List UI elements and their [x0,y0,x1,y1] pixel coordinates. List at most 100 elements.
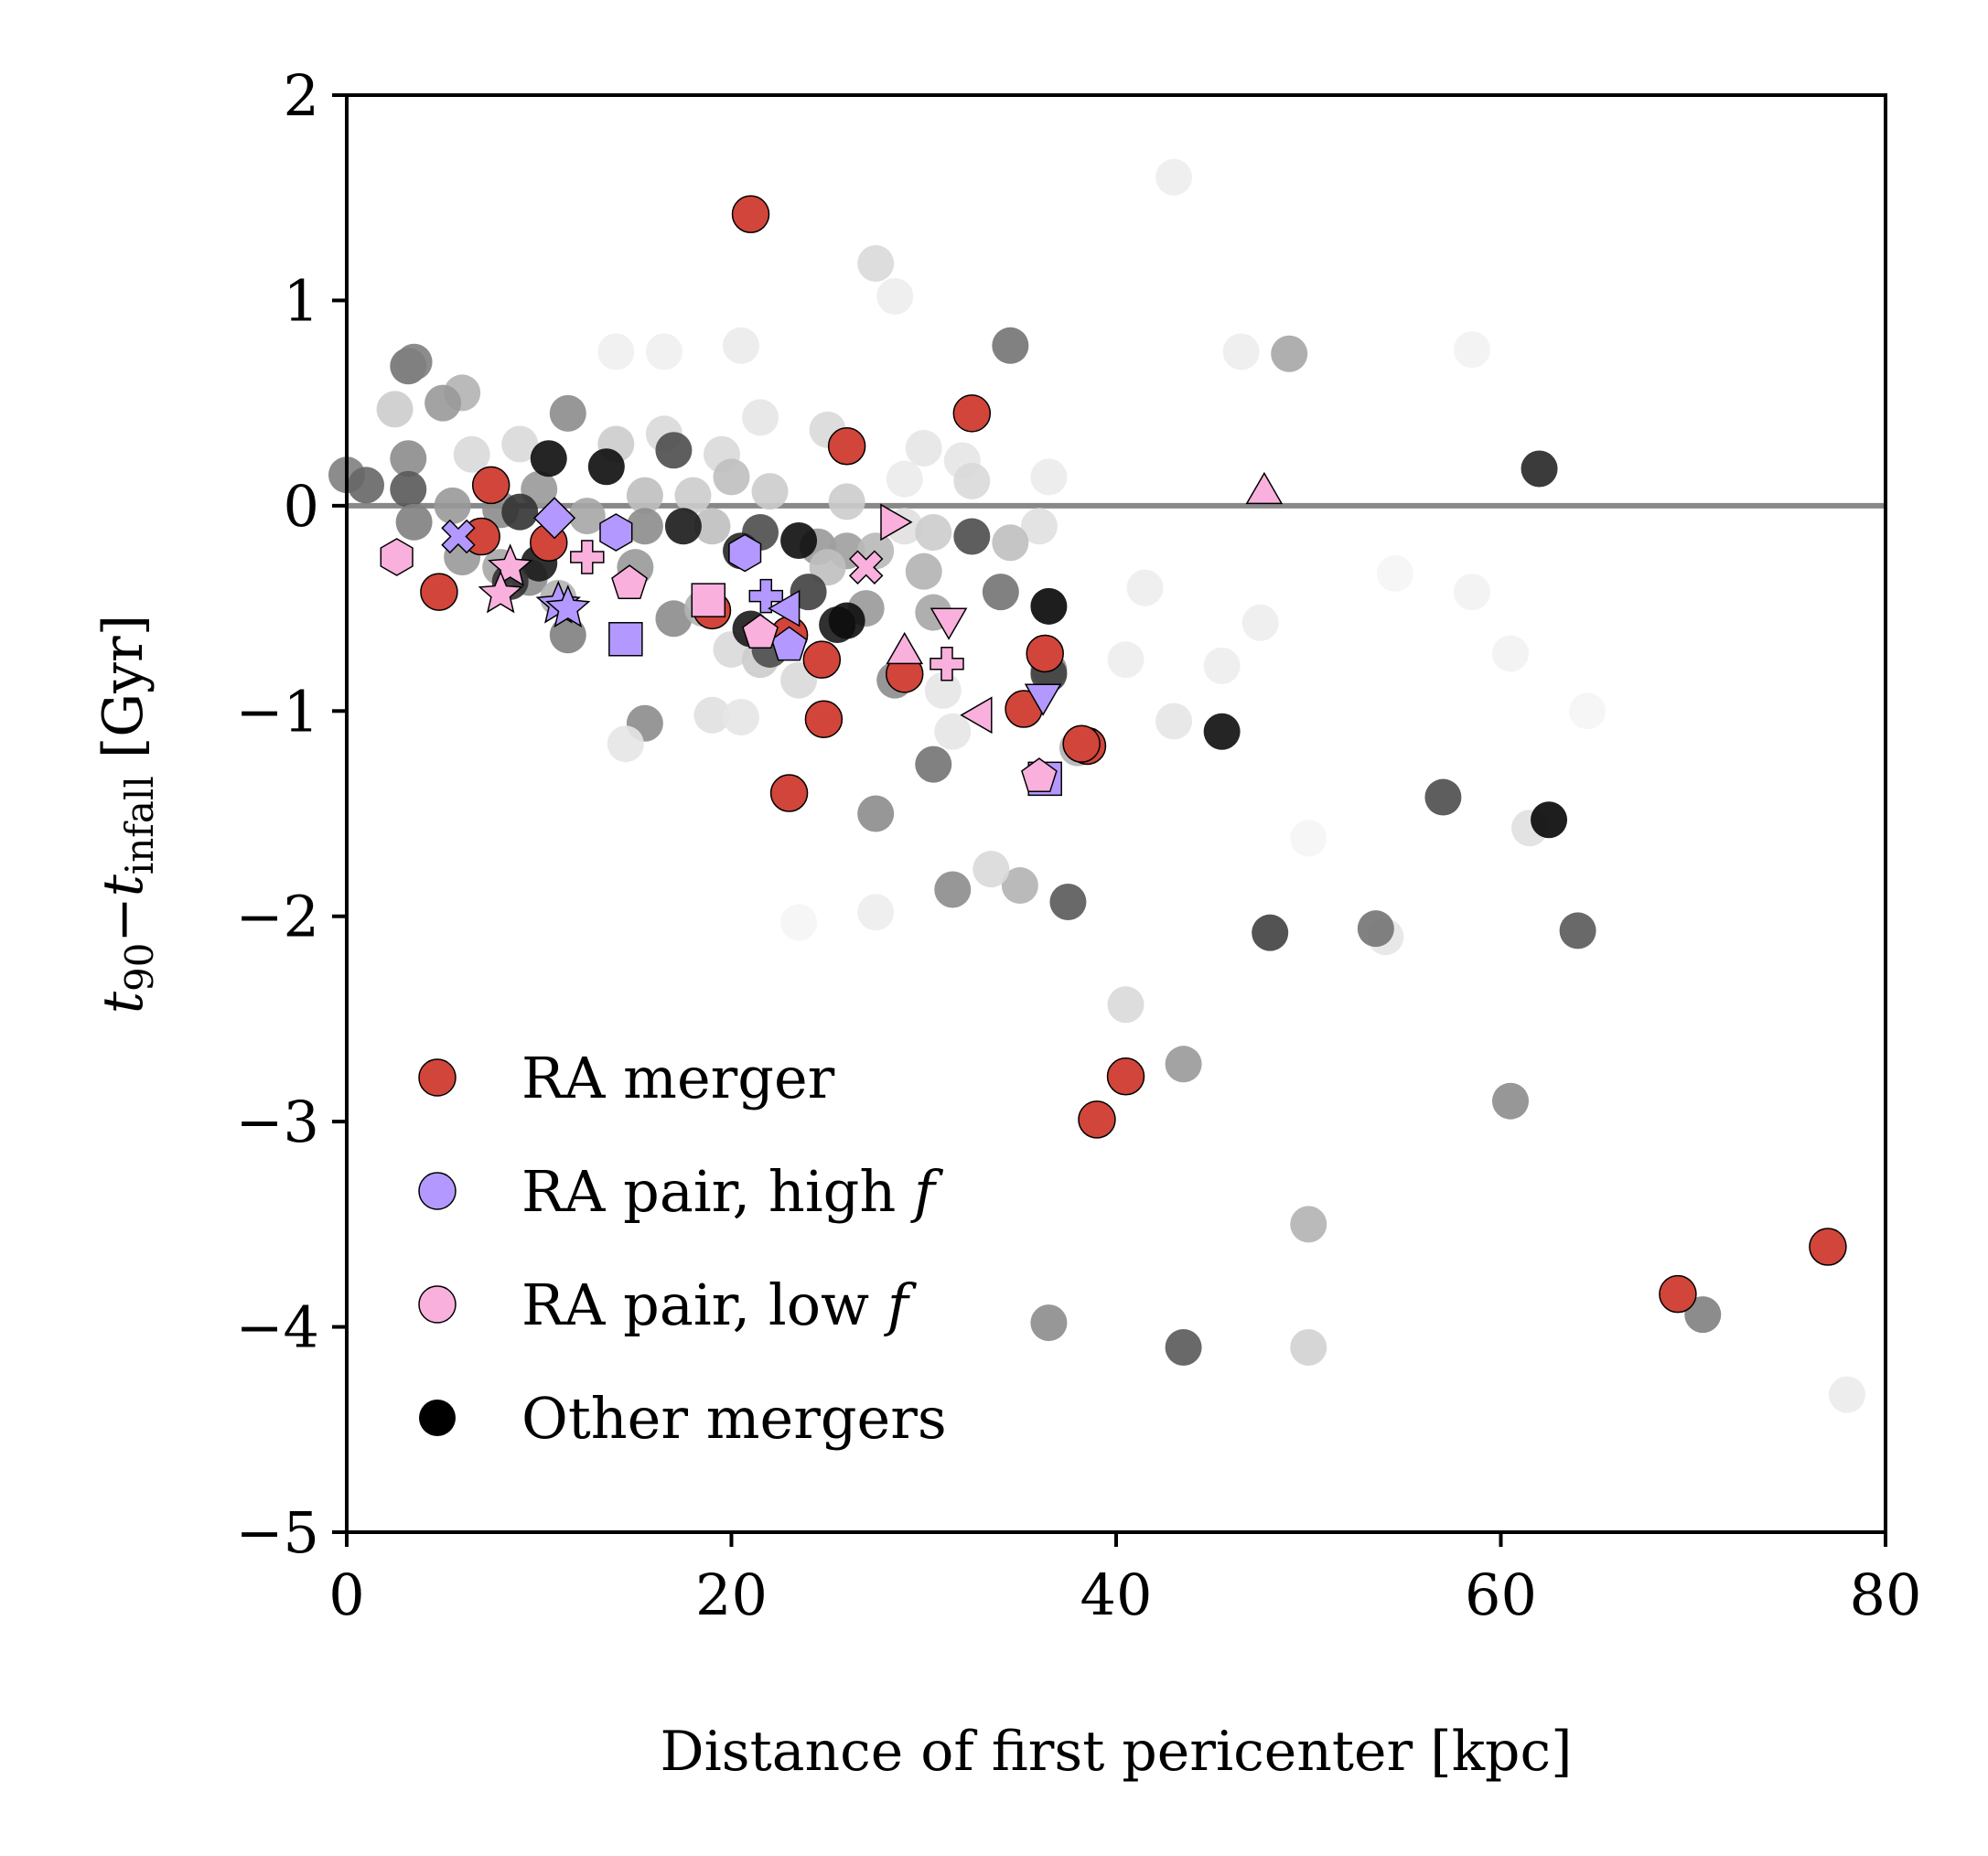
other-merger-point [587,448,625,486]
ra-merger-point [1659,1274,1697,1314]
other-merger-point [953,518,991,555]
background-merger-point [1252,914,1289,951]
background-mergers-layer [328,158,1865,1413]
y-label-t90: t [91,991,156,1014]
background-merger-point [1290,1329,1327,1367]
ra-merger-point [1062,724,1101,763]
legend-marker [418,1285,457,1324]
background-merger-point [1828,1376,1865,1413]
background-merger-point [857,894,895,931]
ra-merger-point [420,573,458,611]
ra-pair-high-f-point [728,533,762,573]
background-merger-point [1290,820,1327,857]
background-merger-point [1049,884,1087,921]
background-merger-point [1155,158,1193,196]
background-merger-point [1559,912,1596,949]
background-merger-point [1453,331,1490,369]
background-merger-point [1020,508,1058,545]
ra-pair-high-f-point [748,578,784,614]
ra-merger-point [804,700,844,739]
background-merger-point [607,725,644,763]
legend-label-text: Other mergers [521,1385,947,1452]
ra-pair-high-f-point [441,519,476,554]
background-merger-point [723,699,760,736]
background-merger-point [809,549,846,586]
y-label-tinfall: t [91,874,156,896]
background-merger-point [645,333,682,370]
legend-label: RA pair, high f [521,1158,944,1225]
background-merger-point [992,327,1029,364]
background-merger-point [1030,458,1068,496]
ra-merger-point [802,640,842,679]
other-merger-point [530,440,567,477]
y-tick-label: −3 [236,1089,319,1155]
ra-merger-point [769,774,809,812]
background-merger-point [1453,574,1490,611]
ra-pair-low-f-point [1245,471,1284,505]
background-merger-point [395,343,433,381]
ra-pair-low-f-point [611,564,648,600]
background-merger-point [568,498,606,535]
background-merger-point [674,477,712,514]
ra-pair-low-f-point [380,538,414,576]
background-merger-point [1222,333,1260,370]
background-merger-point [693,696,731,734]
ra-merger-point [827,427,866,466]
background-merger-point [1357,910,1394,948]
background-merger-point [376,391,414,428]
ra-pair-low-f-point [742,614,779,649]
x-axis-label: Distance of first pericenter [kpc] [661,1720,1573,1784]
background-merger-point [1155,703,1193,740]
background-merger-point [1165,1329,1202,1367]
background-merger-point [395,503,433,541]
y-label-unit: [Gyr] [91,615,156,776]
background-merger-point [597,333,635,370]
ra-pair-low-f-point [930,607,968,640]
legend-marker [418,1058,457,1097]
legend-marker [418,1172,457,1210]
legend-label: Other mergers [521,1385,947,1452]
y-tick-label: 0 [284,473,319,540]
other-merger-point [1521,450,1558,488]
other-merger-point [1203,713,1241,750]
ra-merger-point [471,466,510,505]
background-merger-point [1684,1296,1722,1334]
other-merger-point [780,522,818,560]
legend-label-text: RA merger [521,1045,835,1111]
ra-pair-high-f-point [1024,683,1062,716]
background-merger-point [434,487,471,524]
background-merger-point [1107,641,1144,679]
other-merger-point [501,493,539,531]
background-merger-point [1424,778,1462,816]
x-tick-label: 40 [1080,1561,1153,1628]
background-merger-point [934,713,972,750]
y-tick-label: 2 [284,62,319,129]
background-merger-point [1165,1046,1202,1083]
ra-pair-low-f-point [880,503,913,542]
background-merger-point [953,462,991,499]
ra-pair-high-f-point [533,497,576,540]
background-merger-point [390,440,427,477]
background-merger-point [742,399,779,436]
x-tick-label: 20 [695,1561,768,1628]
background-merger-point [886,460,923,498]
background-merger-point [626,477,663,514]
background-merger-point [424,384,462,422]
background-merger-point [1290,1206,1327,1243]
legend-marker [419,1400,456,1436]
background-merger-point [549,394,586,432]
ra-merger-point [1809,1228,1847,1266]
x-tick-label: 0 [328,1561,364,1628]
ra-pair-low-f-point [570,540,605,574]
background-merger-point [348,467,385,504]
background-merger-point [713,458,750,496]
x-axis-ticks: 0 20 40 60 80 [328,1532,1921,1628]
y-tick-label: −4 [236,1294,319,1361]
background-merger-point [723,327,760,364]
background-merger-point [1271,335,1308,372]
y-label-minus: − [91,896,156,942]
ra-pair-high-f-point [768,589,801,628]
legend-label-text: RA pair, high [521,1158,914,1225]
ra-pair-low-f-point [1021,757,1058,793]
